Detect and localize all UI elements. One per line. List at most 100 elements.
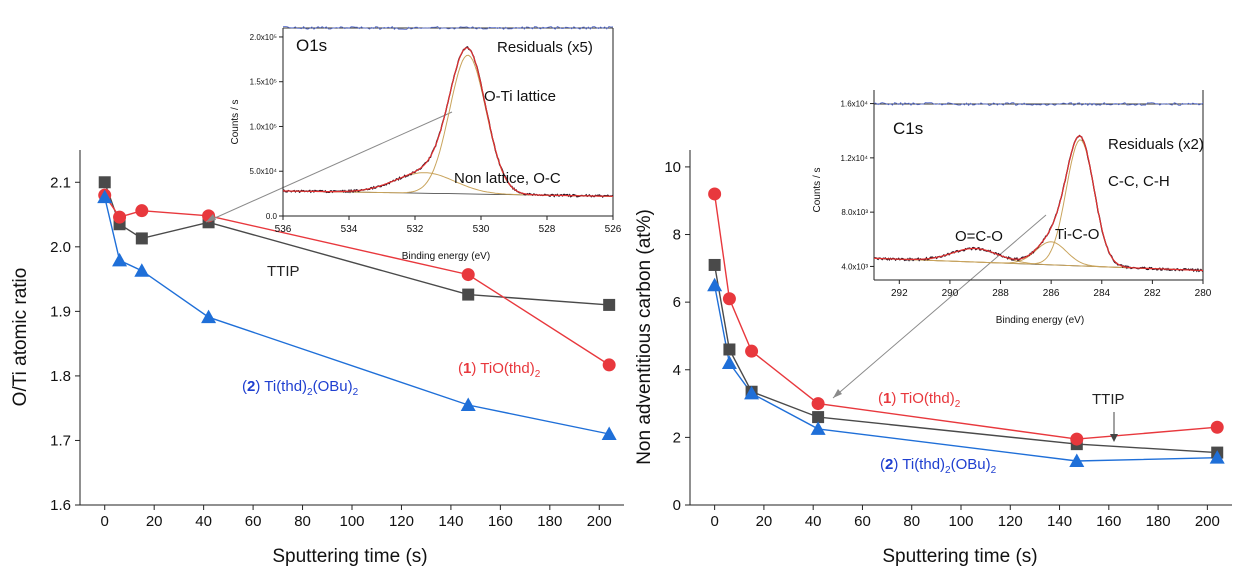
- right-inset: 292 290 288 286 284 282 280 4.0x10³ 8.0x10³ 1.2x1…: [812, 90, 1212, 326]
- left-inset-x-axis-label: Binding energy (eV): [402, 251, 490, 262]
- left-inset-peak-label-nonlattice: Non lattice, O-C: [454, 170, 561, 187]
- left-point-thd2: [601, 426, 617, 440]
- left-inset-y-axis-label: Counts / s: [230, 99, 241, 144]
- left-y-tick-label: 1.8: [50, 368, 71, 385]
- right-y-axis-label: Non adventitious carbon (at%): [634, 209, 655, 465]
- left-point-thd2: [134, 263, 150, 277]
- right-annotation-thd2-num: 2: [885, 456, 893, 473]
- right-point-ttip: [723, 343, 736, 356]
- left-annotation-ttip: TTIP: [267, 263, 300, 280]
- left-annotation-thd2-formula: Ti(thd): [264, 378, 307, 395]
- left-point-thd1: [113, 210, 127, 224]
- left-annotation-thd1: (1) TiO(thd)2: [458, 360, 541, 380]
- left-inset-y-tick-label: 5.0x10⁴: [250, 167, 278, 176]
- right-callout-arrow: [832, 214, 1047, 399]
- left-inset-x-tick-label: 536: [275, 224, 292, 235]
- right-series-markers: [707, 187, 1225, 468]
- left-inset-y-tick-label: 1.0x10⁵: [250, 122, 277, 131]
- left-inset: 536 534 532 530 528 526 0.0 5.0x10⁴ 1.0x10⁵ 1.5x1…: [230, 26, 622, 262]
- right-point-thd2: [744, 385, 760, 400]
- left-y-tick-label: 1.7: [50, 432, 71, 449]
- right-inset-y-tick-label: 1.2x10⁴: [841, 154, 869, 163]
- right-inset-x-tick-label: 290: [942, 288, 959, 299]
- left-annotation-thd2-num: 2: [247, 378, 255, 395]
- right-x-tick-label: 20: [756, 513, 773, 530]
- right-y-tick-label: 10: [664, 159, 681, 176]
- right-point-thd1: [811, 397, 825, 411]
- left-inset-y-tick-label: 0.0: [266, 212, 278, 221]
- right-x-tick-label: 100: [948, 513, 973, 530]
- right-y-tick-label: 0: [673, 497, 681, 514]
- left-inset-residual-trace: [282, 26, 614, 31]
- right-axes: 0 20 40 60 80 100 120 140 160 180 200 0 2 4 6 8 10: [664, 150, 1232, 530]
- left-inset-residuals-label: Residuals (x5): [497, 39, 593, 56]
- left-callout-arrowhead: [206, 214, 216, 222]
- left-y-axis-label: O/Ti atomic ratio: [10, 268, 31, 407]
- right-annotation-thd1: (1) TiO(thd)2: [878, 390, 961, 410]
- left-y-tick-label: 1.9: [50, 303, 71, 320]
- left-point-thd2: [112, 252, 128, 267]
- left-point-ttip: [135, 232, 148, 245]
- right-annotation-thd2-mid: (OBu): [951, 456, 991, 473]
- left-point-thd2: [201, 309, 217, 324]
- left-series-line-thd2: [104, 196, 610, 435]
- right-point-thd2: [1069, 453, 1085, 468]
- right-inset-x-tick-label: 280: [1195, 288, 1212, 299]
- right-annotation-thd1-formula: TiO(thd): [900, 390, 954, 407]
- right-annotation-ttip: TTIP: [1092, 391, 1125, 408]
- left-annotation-thd2: (2) Ti(thd)2(OBu)2: [242, 378, 359, 398]
- right-inset-peak-label-cc: C-C, C-H: [1108, 173, 1170, 190]
- right-callout-arrowhead: [833, 389, 842, 398]
- right-x-axis-label: Sputtering time (s): [882, 546, 1037, 567]
- right-inset-label: C1s: [893, 119, 923, 138]
- left-inset-x-tick-label: 528: [539, 224, 556, 235]
- right-point-thd2: [810, 421, 826, 435]
- right-inset-axes: 292 290 288 286 284 282 280 4.0x10³ 8.0x10³ 1.2x1…: [841, 90, 1212, 299]
- right-x-tick-label: 160: [1096, 513, 1121, 530]
- left-point-thd1: [461, 268, 475, 282]
- left-point-ttip: [603, 298, 616, 311]
- right-y-tick-label: 6: [673, 294, 681, 311]
- left-annotation-thd2-mid: (OBu): [313, 378, 353, 395]
- left-inset-peak-label-lattice: O-Ti lattice: [484, 88, 556, 105]
- left-point-ttip: [462, 288, 475, 301]
- left-series-line-thd1: [104, 194, 610, 366]
- right-annotation-thd1-sub: 2: [955, 399, 961, 410]
- right-inset-y-tick-label: 1.6x10⁴: [841, 100, 869, 109]
- right-inset-fit-envelope: [874, 135, 1203, 272]
- left-x-tick-label: 0: [101, 513, 109, 530]
- right-x-tick-label: 0: [710, 513, 718, 530]
- left-point-thd1: [135, 204, 149, 218]
- right-x-tick-label: 80: [903, 513, 920, 530]
- right-x-tick-label: 180: [1146, 513, 1171, 530]
- right-point-thd1: [1210, 420, 1224, 434]
- left-x-tick-label: 100: [339, 513, 364, 530]
- left-point-thd2: [97, 189, 113, 204]
- right-inset-x-tick-label: 282: [1144, 288, 1161, 299]
- right-point-thd1: [745, 344, 759, 358]
- left-inset-x-tick-label: 530: [473, 224, 490, 235]
- right-inset-peak-label-oco: O=C-O: [955, 228, 1003, 245]
- right-inset-y-tick-label: 8.0x10³: [841, 208, 868, 217]
- left-annotation-thd2-sub2: 2: [353, 387, 359, 398]
- right-point-thd2: [721, 355, 737, 369]
- right-y-tick-label: 2: [673, 429, 681, 446]
- left-inset-y-tick-label: 1.5x10⁵: [250, 78, 277, 87]
- right-inset-x-axis-label: Binding energy (eV): [996, 315, 1084, 326]
- left-x-tick-label: 200: [587, 513, 612, 530]
- left-x-tick-label: 120: [389, 513, 414, 530]
- right-point-thd1: [708, 187, 722, 201]
- right-inset-curves: [873, 102, 1204, 273]
- right-annotation-thd2: (2) Ti(thd)2(OBu)2: [880, 456, 997, 476]
- left-x-tick-label: 160: [488, 513, 513, 530]
- right-panel: 0 20 40 60 80 100 120 140 160 180 200 0 2 4 6 8 10 Sputt…: [634, 90, 1232, 567]
- right-inset-y-tick-label: 4.0x10³: [841, 262, 868, 271]
- left-x-axis-label: Sputtering time (s): [272, 546, 427, 567]
- right-point-ttip: [812, 411, 825, 424]
- right-inset-y-axis-label: Counts / s: [812, 167, 823, 212]
- left-annotation-thd1-formula: TiO(thd): [480, 360, 534, 377]
- left-inset-x-tick-label: 532: [407, 224, 424, 235]
- left-x-tick-label: 140: [438, 513, 463, 530]
- left-inset-x-tick-label: 534: [341, 224, 358, 235]
